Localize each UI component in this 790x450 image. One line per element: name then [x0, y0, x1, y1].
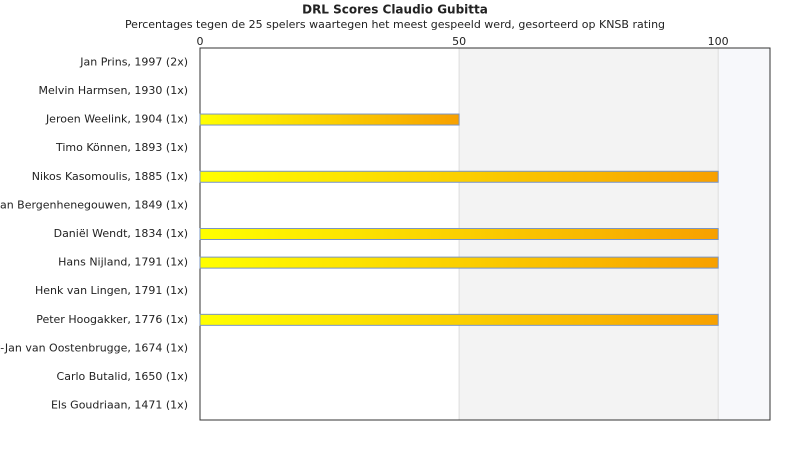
y-tick-label: Henk van Lingen, 1791 (1x): [35, 284, 188, 297]
bar: [199, 170, 719, 183]
y-tick-label: Melvin Harmsen, 1930 (1x): [39, 84, 188, 97]
plot-band: [718, 48, 770, 420]
y-tick-label: Daniël Wendt, 1834 (1x): [54, 227, 188, 240]
y-tick-label: Jan Prins, 1997 (2x): [79, 55, 188, 68]
x-tick-label: 50: [452, 35, 466, 48]
x-tick-label: 0: [197, 35, 204, 48]
chart-subtitle: Percentages tegen de 25 spelers waartege…: [125, 18, 665, 31]
y-tick-label: van Bergenhenegouwen, 1849 (1x): [0, 198, 188, 211]
y-tick-label: Hans Nijland, 1791 (1x): [58, 256, 188, 269]
y-tick-label: Els Goudriaan, 1471 (1x): [51, 399, 188, 412]
bar: [199, 228, 719, 240]
y-tick-label: Peter Hoogakker, 1776 (1x): [36, 313, 188, 326]
y-tick-label: t-Jan van Oostenbrugge, 1674 (1x): [0, 341, 188, 354]
bar: [199, 313, 719, 326]
bar: [199, 113, 460, 126]
chart-title: DRL Scores Claudio Gubitta: [302, 3, 488, 17]
x-tick-label: 100: [708, 35, 729, 48]
y-tick-label: Carlo Butalid, 1650 (1x): [57, 370, 188, 383]
y-tick-label: Nikos Kasomoulis, 1885 (1x): [32, 170, 188, 183]
y-tick-label: Timo Können, 1893 (1x): [55, 141, 188, 154]
y-tick-label: Jeroen Weelink, 1904 (1x): [45, 113, 188, 126]
bar: [199, 256, 719, 269]
